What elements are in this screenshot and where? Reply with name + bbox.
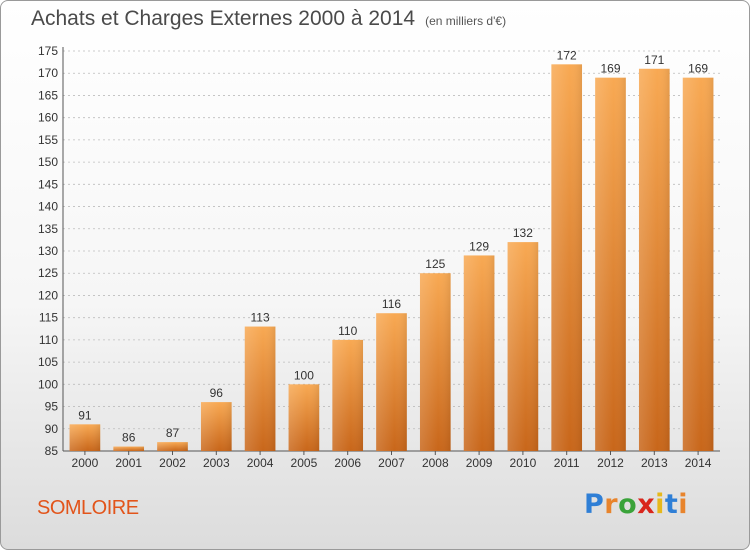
bar-2003 <box>200 402 232 451</box>
bar-2012 <box>595 77 626 452</box>
x-tick-label: 2003 <box>203 456 230 470</box>
y-tick-label: 155 <box>38 133 58 147</box>
x-tick-label: 2000 <box>72 456 99 470</box>
bar-shade <box>288 384 320 451</box>
bar-shade <box>682 77 714 452</box>
x-tick-label: 2007 <box>378 456 405 470</box>
y-tick-label: 145 <box>38 177 58 191</box>
value-label: 125 <box>425 257 445 271</box>
y-tick-label: 130 <box>38 244 58 258</box>
y-tick-label: 95 <box>45 400 59 414</box>
bar-shade <box>157 442 188 451</box>
bar-2002 <box>157 442 188 451</box>
value-label: 116 <box>382 297 401 311</box>
bar-shade <box>507 242 539 451</box>
bar-2001 <box>113 446 145 451</box>
value-label: 86 <box>122 431 136 445</box>
x-tick-label: 2005 <box>291 456 318 470</box>
x-tick-label: 2004 <box>247 456 274 470</box>
x-tick-label: 2011 <box>554 456 580 470</box>
y-tick-label: 105 <box>38 355 58 369</box>
chart-subtitle: (en milliers d'€) <box>425 14 507 28</box>
bar-shade <box>419 273 451 451</box>
bar-2009 <box>463 255 495 451</box>
x-tick-label: 2002 <box>159 456 186 470</box>
bar-shade <box>244 326 276 451</box>
y-tick-label: 140 <box>38 200 58 214</box>
y-tick-label: 165 <box>38 88 58 102</box>
value-labels: 91 86 87 96 113 100 110 116 125 129 132 172 169 171 16… <box>78 48 708 444</box>
value-label: 113 <box>251 311 270 325</box>
x-tick-label: 2001 <box>115 456 142 470</box>
value-label: 87 <box>166 426 180 440</box>
value-label: 172 <box>557 48 577 62</box>
y-tick-label: 90 <box>45 422 59 436</box>
y-tick-label: 120 <box>38 288 58 302</box>
bar-2005 <box>288 384 320 451</box>
bar-shade <box>332 339 364 451</box>
value-label: 132 <box>513 226 533 240</box>
value-label: 91 <box>78 408 92 422</box>
y-tick-label: 125 <box>38 266 58 280</box>
bar-shade <box>638 68 670 452</box>
bar-shade <box>200 402 232 451</box>
chart-title: Achats et Charges Externes 2000 à 2014 (e… <box>31 7 506 31</box>
bar-2011 <box>551 64 583 452</box>
x-tick-label: 2014 <box>685 456 712 470</box>
y-tick-label: 170 <box>38 66 58 80</box>
bar-shade <box>376 313 407 451</box>
value-label: 110 <box>338 324 357 338</box>
y-tick-label: 160 <box>38 111 58 125</box>
x-tick-label: 2010 <box>510 456 537 470</box>
x-tick-label: 2006 <box>334 456 361 470</box>
y-tick-label: 135 <box>38 222 58 236</box>
value-label: 169 <box>688 62 708 76</box>
y-tick-label: 110 <box>39 333 58 347</box>
commune-name: SOMLOIRE <box>37 497 139 519</box>
y-tick-labels: 85 90 95 100 105 110 115 120 125 130 135 140 145 150 1… <box>38 44 58 458</box>
value-label: 129 <box>469 239 489 253</box>
bar-2007 <box>376 313 407 451</box>
x-tick-label: 2013 <box>641 456 668 470</box>
title-text: Achats et Charges Externes 2000 à 2014 <box>31 7 416 30</box>
y-tick-label: 100 <box>38 377 58 391</box>
value-label: 169 <box>600 62 620 76</box>
y-tick-label: 115 <box>39 311 58 325</box>
bar-2004 <box>244 326 276 451</box>
bar-2008 <box>419 273 451 451</box>
proxiti-logo[interactable]: Proxiti <box>584 489 689 520</box>
x-tick-label: 2012 <box>597 456 624 470</box>
bar-shade <box>551 64 583 452</box>
bar-shade <box>595 77 626 452</box>
y-tick-label: 175 <box>38 44 58 58</box>
y-tick-label: 150 <box>38 155 58 169</box>
y-tick-label: 85 <box>45 444 59 458</box>
x-tick-label: 2008 <box>422 456 449 470</box>
bar-2010 <box>507 242 539 451</box>
bar-2006 <box>332 339 364 451</box>
value-label: 100 <box>294 368 314 382</box>
bar-2014 <box>682 77 714 452</box>
bars <box>69 64 714 452</box>
bar-shade <box>113 446 145 451</box>
value-label: 171 <box>644 53 664 67</box>
bar-shade <box>69 424 101 451</box>
bar-2013 <box>638 68 670 452</box>
x-tick-labels: 2000 2001 2002 2003 2004 2005 2006 2007 2008 2009… <box>72 451 712 470</box>
value-label: 96 <box>210 386 224 400</box>
bar-shade <box>463 255 495 451</box>
bar-2000 <box>69 424 101 451</box>
x-tick-label: 2009 <box>466 456 493 470</box>
